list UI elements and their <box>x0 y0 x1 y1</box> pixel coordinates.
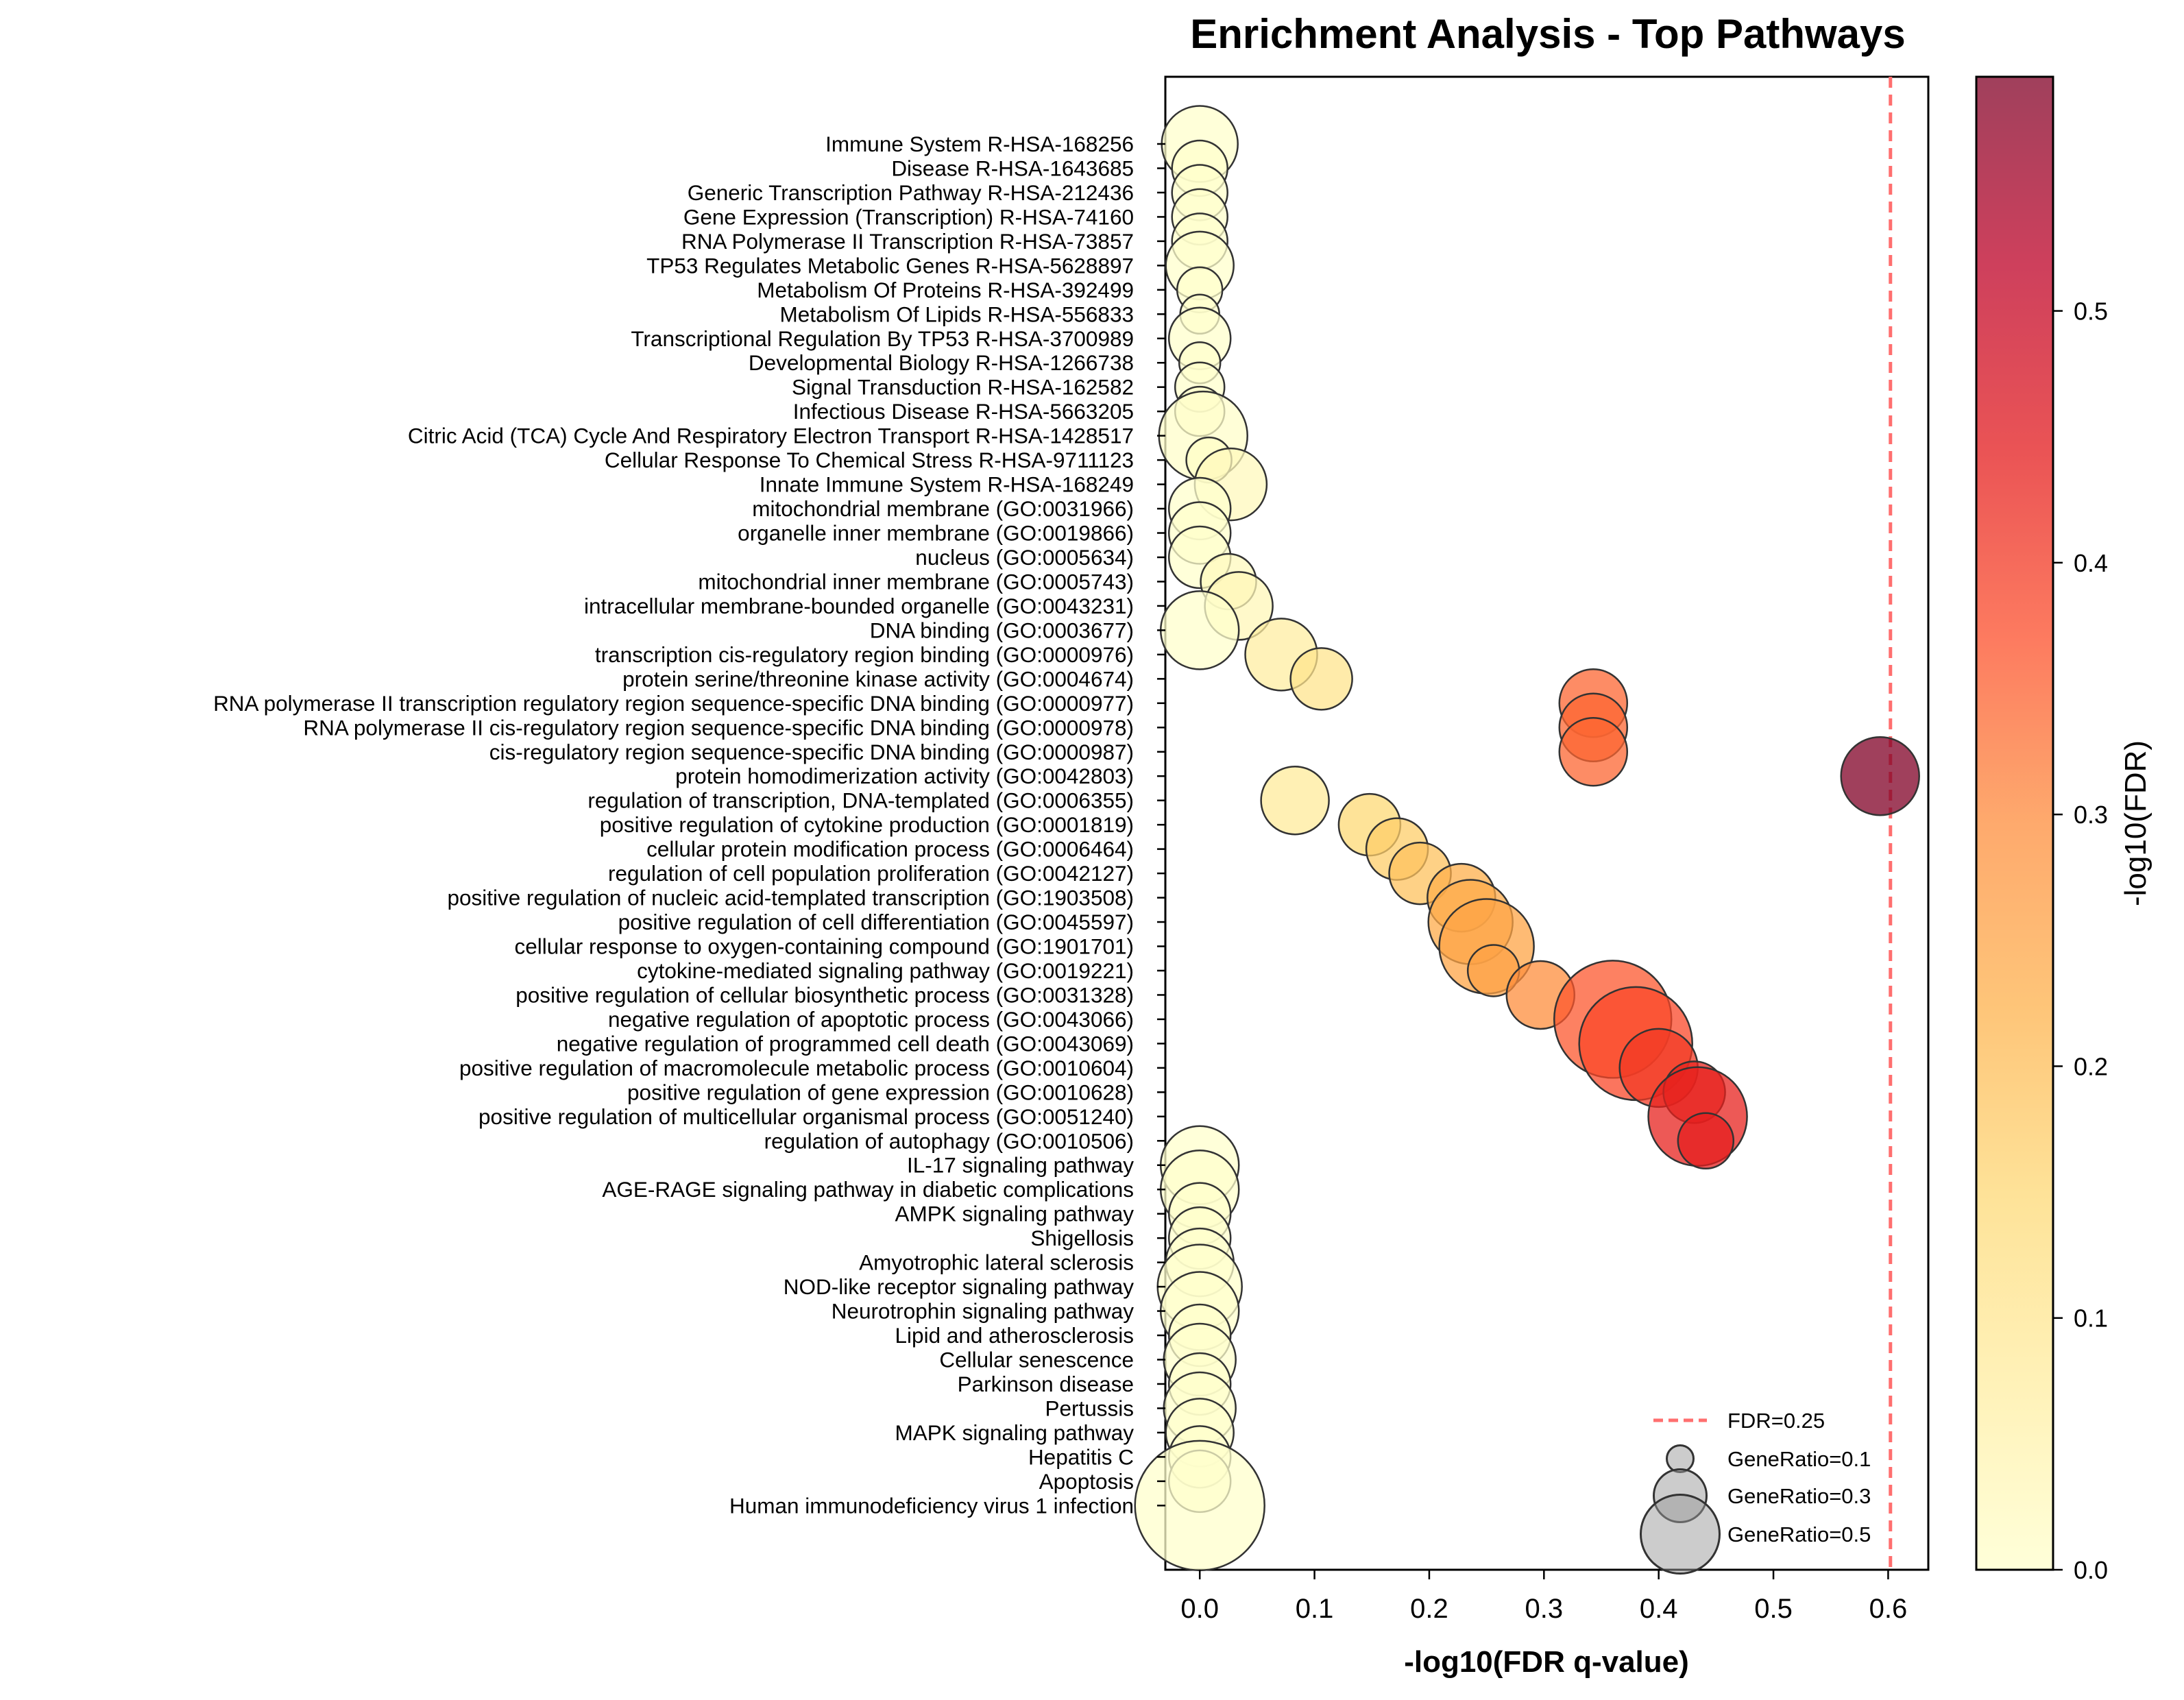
y-tick-label: positive regulation of cytokine producti… <box>600 812 1134 837</box>
data-point <box>1159 590 1240 670</box>
y-tick-label: TP53 Regulates Metabolic Genes R-HSA-562… <box>646 253 1134 278</box>
y-tick-label: regulation of cell population proliferat… <box>608 861 1134 886</box>
y-tick-label: intracellular membrane-bounded organelle… <box>584 594 1134 618</box>
x-tick-label: 0.6 <box>1869 1594 1908 1624</box>
y-tick-label: positive regulation of cell differentiat… <box>618 910 1134 934</box>
y-tick-label: nucleus (GO:0005634) <box>915 545 1134 570</box>
y-tick-label: RNA polymerase II transcription regulato… <box>213 691 1134 716</box>
y-tick-label: IL-17 signaling pathway <box>907 1153 1134 1178</box>
x-tick-label: 0.5 <box>1754 1594 1793 1624</box>
y-tick-label: regulation of transcription, DNA-templat… <box>587 788 1134 813</box>
y-tick-label: DNA binding (GO:0003677) <box>870 618 1134 642</box>
legend-size-label: GeneRatio=0.3 <box>1727 1484 1871 1508</box>
legend-size-label: GeneRatio=0.1 <box>1727 1447 1871 1471</box>
y-tick-label: Pertussis <box>1045 1396 1134 1420</box>
x-tick-label: 0.4 <box>1640 1594 1678 1624</box>
data-points <box>1134 105 1920 1572</box>
x-tick-label: 0.1 <box>1296 1594 1334 1624</box>
y-tick-label: Metabolism Of Lipids R-HSA-556833 <box>780 302 1134 326</box>
y-tick-label: positive regulation of gene expression (… <box>627 1080 1134 1104</box>
y-tick-label: AGE-RAGE signaling pathway in diabetic c… <box>602 1177 1134 1202</box>
x-tick-label: 0.3 <box>1525 1594 1564 1624</box>
y-tick-label: MAPK signaling pathway <box>895 1420 1135 1445</box>
colorbar-tick-label: 0.0 <box>2074 1556 2108 1584</box>
colorbar-label: -log10(FDR) <box>2119 740 2152 906</box>
y-tick-label: Developmental Biology R-HSA-1266738 <box>749 350 1134 375</box>
y-tick-label: Transcriptional Regulation By TP53 R-HSA… <box>631 326 1134 351</box>
y-tick-label: negative regulation of apoptotic process… <box>608 1007 1134 1032</box>
y-tick-label: Human immunodeficiency virus 1 infection <box>729 1493 1134 1518</box>
y-tick-label: Cellular Response To Chemical Stress R-H… <box>605 448 1134 472</box>
y-tick-label: positive regulation of macromolecule met… <box>459 1056 1134 1080</box>
y-tick-label: Apoptosis <box>1039 1469 1134 1494</box>
y-tick-label: mitochondrial membrane (GO:0031966) <box>752 496 1134 521</box>
x-axis-ticks: 0.0 0.1 0.2 0.3 0.4 0.5 0.6 <box>1180 1570 1907 1624</box>
y-tick-label: Infectious Disease R-HSA-5663205 <box>793 399 1134 424</box>
y-tick-label: Cellular senescence <box>939 1348 1134 1372</box>
colorbar-tick-label: 0.4 <box>2074 549 2108 577</box>
colorbar-ticks: 0.0 0.1 0.2 0.3 0.4 0.5 <box>2053 298 2108 1584</box>
y-tick-label: Hepatitis C <box>1028 1444 1134 1469</box>
colorbar-tick-label: 0.2 <box>2074 1052 2108 1080</box>
data-point <box>1134 1440 1265 1572</box>
y-tick-label: cellular response to oxygen-containing c… <box>514 934 1134 959</box>
legend-size-marker <box>1666 1444 1695 1473</box>
plot-area <box>1164 75 1930 1571</box>
y-tick-label: Lipid and atherosclerosis <box>895 1323 1134 1348</box>
data-point <box>1677 1112 1735 1170</box>
y-tick-label: cis-regulatory region sequence-specific … <box>489 740 1134 764</box>
legend-fdr-label: FDR=0.25 <box>1727 1409 1825 1433</box>
y-tick-label: organelle inner membrane (GO:0019866) <box>738 521 1134 546</box>
colorbar-tick-label: 0.3 <box>2074 801 2108 829</box>
y-tick-label: Metabolism Of Proteins R-HSA-392499 <box>757 278 1134 302</box>
y-tick-label: Immune System R-HSA-168256 <box>825 132 1134 156</box>
y-tick-label: protein serine/threonine kinase activity… <box>622 666 1134 691</box>
y-tick-label: Generic Transcription Pathway R-HSA-2124… <box>688 180 1134 205</box>
legend-size-marker <box>1640 1494 1721 1575</box>
y-tick-label: transcription cis-regulatory region bind… <box>595 642 1134 667</box>
y-tick-label: AMPK signaling pathway <box>895 1202 1135 1226</box>
y-tick-label: positive regulation of nucleic acid-temp… <box>447 886 1134 910</box>
y-tick-label: protein homodimerization activity (GO:00… <box>675 764 1134 788</box>
y-tick-label: Gene Expression (Transcription) R-HSA-74… <box>683 204 1134 229</box>
y-tick-label: Shigellosis <box>1030 1226 1134 1250</box>
y-tick-label: negative regulation of programmed cell d… <box>557 1031 1134 1056</box>
colorbar <box>1975 75 2054 1571</box>
y-tick-label: positive regulation of cellular biosynth… <box>515 982 1134 1007</box>
x-tick-label: 0.0 <box>1180 1594 1219 1624</box>
y-tick-label: Amyotrophic lateral sclerosis <box>859 1250 1134 1275</box>
y-tick-label: RNA Polymerase II Transcription R-HSA-73… <box>681 229 1134 254</box>
data-point <box>1289 647 1353 711</box>
chart-title: Enrichment Analysis - Top Pathways <box>1190 11 1906 57</box>
x-axis-label: -log10(FDR q-value) <box>1404 1645 1689 1679</box>
colorbar-tick-label: 0.5 <box>2074 298 2108 326</box>
y-tick-label: Citric Acid (TCA) Cycle And Respiratory … <box>408 424 1134 448</box>
y-tick-label: Parkinson disease <box>958 1372 1134 1396</box>
colorbar-tick-label: 0.1 <box>2074 1304 2108 1333</box>
x-tick-label: 0.2 <box>1410 1594 1448 1624</box>
data-point <box>1558 717 1629 787</box>
y-tick-label: cytokine-mediated signaling pathway (GO:… <box>637 958 1134 983</box>
y-tick-label: cellular protein modification process (G… <box>646 837 1134 862</box>
data-point <box>1260 765 1330 836</box>
y-tick-label: regulation of autophagy (GO:0010506) <box>764 1128 1134 1153</box>
y-tick-label: Innate Immune System R-HSA-168249 <box>760 472 1134 497</box>
y-tick-label: Disease R-HSA-1643685 <box>891 156 1134 180</box>
y-tick-label: mitochondrial inner membrane (GO:0005743… <box>698 569 1134 594</box>
y-tick-label: Neurotrophin signaling pathway <box>832 1299 1135 1324</box>
data-point <box>1840 736 1920 816</box>
y-tick-label: positive regulation of multicellular org… <box>478 1104 1134 1129</box>
legend-size-label: GeneRatio=0.5 <box>1727 1522 1871 1546</box>
y-tick-label: RNA polymerase II cis-regulatory region … <box>303 715 1134 740</box>
y-tick-label: NOD-like receptor signaling pathway <box>784 1274 1134 1299</box>
legend: FDR=0.25 GeneRatio=0.1 GeneRatio=0.3 GeneR… <box>1640 1409 1871 1575</box>
y-tick-label: Signal Transduction R-HSA-162582 <box>792 375 1134 400</box>
